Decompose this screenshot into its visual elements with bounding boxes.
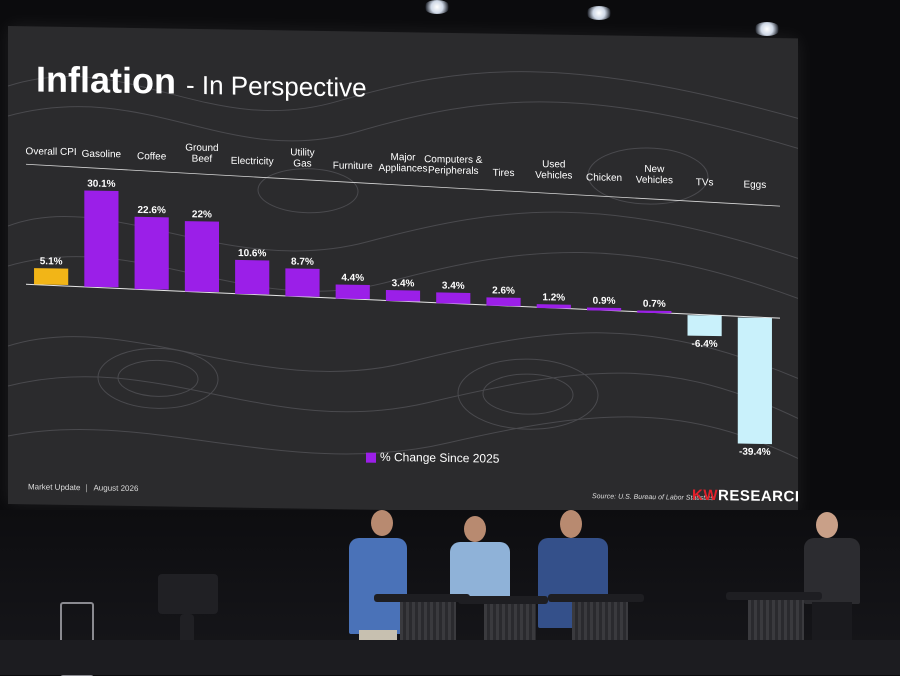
category-label-12-line-1: Vehicles [636,175,673,187]
podium-top [548,594,644,602]
bar-8 [436,292,471,304]
presentation-screen: Inflation - In Perspective 5.1% Overall CP… [8,26,798,517]
bar-6 [335,284,370,300]
value-label-12: 0.7% [643,299,666,310]
brand-research: RESEARCH [718,487,798,506]
category-label-0: Overall CPI [26,146,77,158]
legend-label: % Change Since 2025 [380,449,500,466]
slide-footer: Market Update August 2026 [28,482,138,493]
podium-top [726,592,822,600]
category-label-3-line-1: Beef [192,154,213,165]
value-label-7: 3.4% [392,278,415,289]
category-label-2: Coffee [137,151,167,162]
value-label-1: 30.1% [87,178,115,189]
footer-market-update: Market Update [28,482,81,493]
bar-13 [687,315,722,337]
value-label-11: 0.9% [593,296,616,307]
category-label-6: Furniture [333,161,373,173]
value-label-4: 10.6% [238,248,266,259]
podium-top [374,594,470,602]
value-label-10: 1.2% [542,292,565,303]
bar-4 [235,259,270,295]
value-label-8: 3.4% [442,281,465,292]
ceiling-light [424,0,450,14]
footer-date: August 2026 [93,483,139,494]
category-label-1: Gasoline [82,149,122,161]
bar-0 [34,268,69,285]
value-label-0: 5.1% [40,256,63,267]
legend-swatch [366,452,376,463]
category-label-5-line-1: Gas [293,158,311,169]
category-label-9: Tires [493,168,515,179]
category-label-13: TVs [696,177,714,188]
value-label-5: 8.7% [291,256,314,267]
ceiling-light [754,22,780,36]
category-label-11: Chicken [586,172,622,184]
bar-5 [285,268,320,297]
bar-3 [184,221,220,293]
value-label-9: 2.6% [492,285,515,296]
footer-separator [86,484,88,493]
value-label-14: -39.4% [739,447,771,458]
category-label-3-line-0: Ground [185,142,218,154]
category-label-14: Eggs [743,180,766,191]
bar-11 [586,307,622,311]
category-label-10-line-1: Vehicles [535,170,572,182]
stage-lights [0,0,900,36]
podium-top [458,596,548,604]
value-label-3: 22% [192,209,212,220]
brand-kw: KW [692,486,718,505]
bar-7 [385,290,421,302]
category-label-8-line-1: Peripherals [428,165,479,177]
bar-14 [737,317,772,445]
bar-10 [536,304,571,309]
brand-logo: KWRESEARCH [692,487,798,506]
ceiling-light [586,6,612,20]
bar-9 [486,297,521,307]
bar-12 [637,310,672,314]
category-separator [25,163,781,207]
stage-floor [0,640,900,675]
category-label-12-line-0: New [644,164,665,175]
category-label-7-line-1: Appliances [379,163,428,175]
category-label-7-line-0: Major [390,152,416,163]
category-label-4: Electricity [231,156,274,168]
bar-1 [84,190,119,288]
value-label-6: 4.4% [341,273,364,284]
bar-2 [134,216,169,290]
chart-legend: % Change Since 2025 [366,450,499,466]
bar-chart: 5.1% Overall CPI 30.1% Gasoline 22.6% Coffee 2… [25,142,781,458]
camera-rig [158,574,218,614]
category-label-10-line-0: Used [542,159,565,170]
category-label-5-line-0: Utility [290,147,314,158]
value-label-13: -6.4% [692,339,718,350]
value-label-2: 22.6% [137,205,165,216]
category-label-8-line-0: Computers & [424,154,483,166]
